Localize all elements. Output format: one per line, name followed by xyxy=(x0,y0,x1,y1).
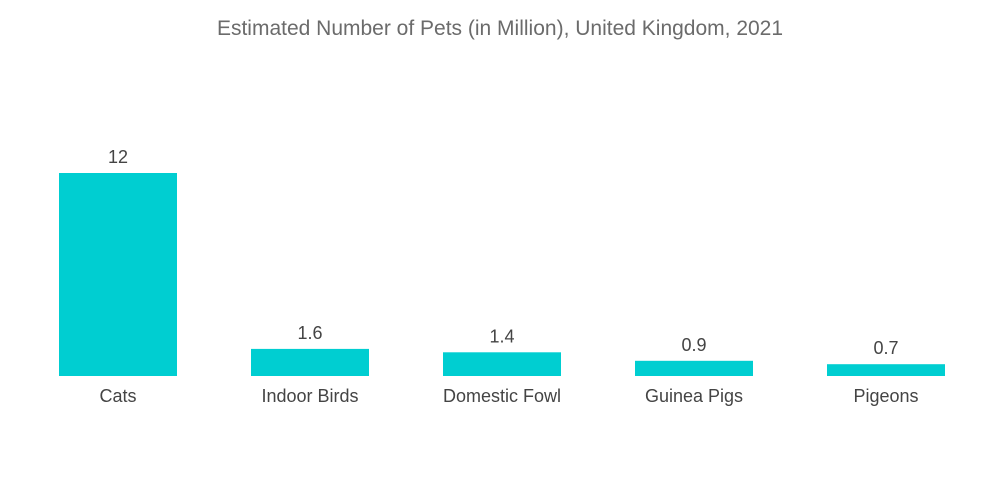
x-tick-label: Cats xyxy=(99,386,136,406)
data-label: 0.7 xyxy=(873,338,898,358)
x-tick-label: Guinea Pigs xyxy=(645,386,743,406)
x-tick-label: Pigeons xyxy=(853,386,918,406)
data-label: 1.4 xyxy=(489,326,514,346)
x-tick-label: Domestic Fowl xyxy=(443,386,561,406)
bar-domestic-fowl xyxy=(443,352,561,376)
bar-guinea-pigs xyxy=(635,360,753,376)
data-label: 12 xyxy=(108,147,128,167)
chart-title: Estimated Number of Pets (in Million), U… xyxy=(216,17,784,40)
x-tick-label: Indoor Birds xyxy=(261,386,358,406)
data-label: 1.6 xyxy=(297,323,322,343)
bar-pigeons xyxy=(827,364,945,376)
bar-indoor-birds xyxy=(251,348,369,376)
data-label: 0.9 xyxy=(681,335,706,355)
bar-cats xyxy=(59,173,177,376)
